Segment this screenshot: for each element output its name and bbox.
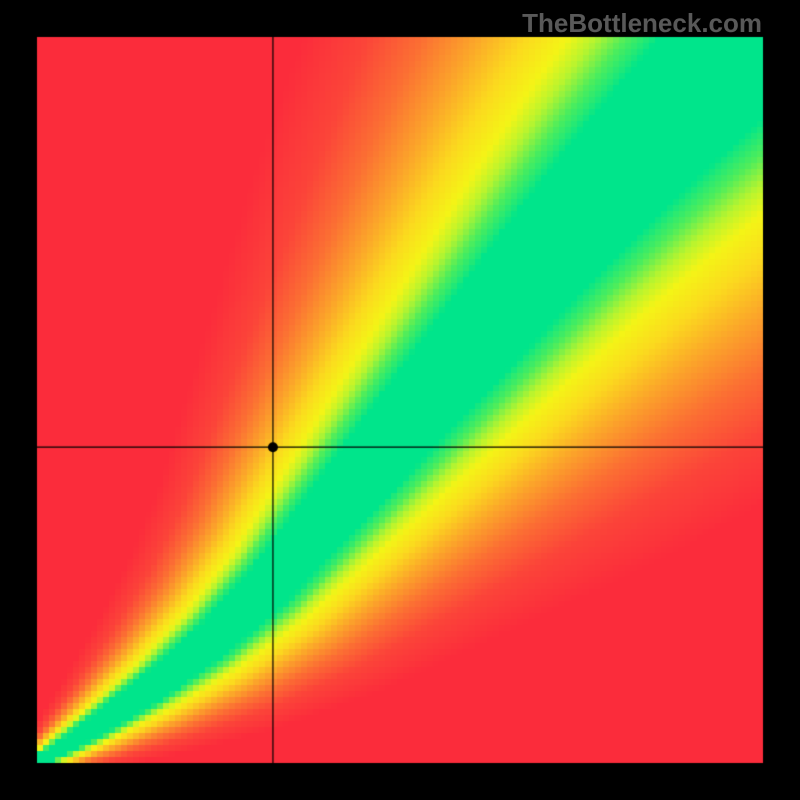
bottleneck-heatmap (0, 0, 800, 800)
watermark-text: TheBottleneck.com (522, 8, 762, 39)
chart-container: TheBottleneck.com (0, 0, 800, 800)
